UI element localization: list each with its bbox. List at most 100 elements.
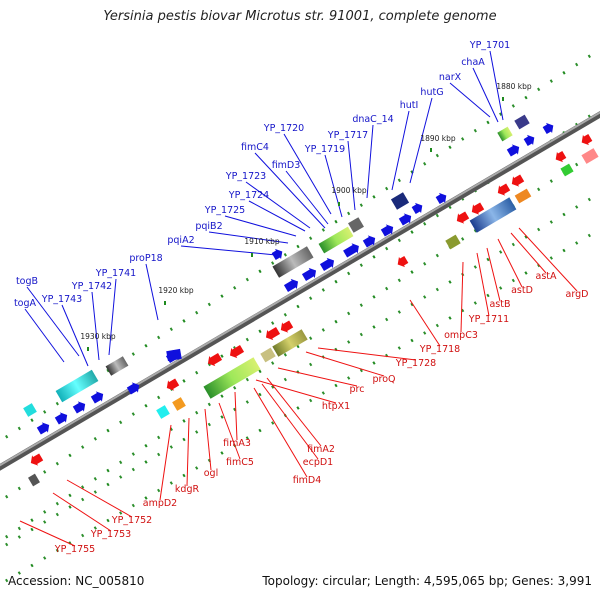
forward-gene-label: chaA bbox=[461, 57, 485, 68]
guide-dot bbox=[537, 227, 541, 232]
forward-leader bbox=[254, 152, 326, 229]
guide-dot bbox=[245, 377, 249, 382]
forward-leader bbox=[347, 140, 356, 211]
guide-dot bbox=[5, 494, 9, 499]
guide-dot bbox=[410, 230, 414, 234]
guide-dot bbox=[461, 237, 465, 241]
reverse-leader bbox=[518, 227, 578, 292]
reverse-gene-label: astD bbox=[511, 285, 533, 296]
guide-dot bbox=[549, 256, 553, 260]
guide-dot bbox=[195, 310, 199, 315]
guide-dot bbox=[499, 250, 503, 254]
reverse-leader bbox=[186, 417, 190, 487]
guide-dot bbox=[359, 303, 363, 307]
guide-dot bbox=[359, 368, 363, 373]
guide-dot bbox=[587, 197, 591, 202]
forward-gene-label: dnaC_14 bbox=[352, 114, 393, 125]
guide-dot bbox=[499, 286, 503, 290]
guide-dot bbox=[119, 511, 123, 515]
scale-ticks: 1880 kbp 1890 kbp 1900 kbp 1910 kbp 1920 kbp… bbox=[80, 82, 532, 351]
forward-leader bbox=[472, 67, 499, 123]
guide-dot bbox=[131, 352, 135, 356]
forward-gene-arrow bbox=[380, 224, 394, 237]
forward-leader bbox=[248, 200, 306, 232]
reverse-gene-label: YP_1718 bbox=[419, 344, 460, 355]
guide-dot bbox=[448, 316, 452, 320]
reverse-gene-label: astB bbox=[489, 299, 510, 310]
guide-dot bbox=[334, 383, 338, 388]
guide-dot bbox=[397, 278, 401, 283]
guide-dot bbox=[271, 261, 275, 265]
forward-gene-label: hutI bbox=[400, 100, 419, 111]
guide-dot bbox=[473, 301, 477, 305]
guide-dot bbox=[549, 220, 553, 224]
guide-dot bbox=[30, 418, 34, 422]
reverse-leader bbox=[497, 238, 523, 288]
reverse-gene-label: prc bbox=[350, 384, 365, 395]
reverse-gene-arrow bbox=[229, 345, 245, 359]
reverse-leader bbox=[19, 520, 76, 547]
forward-leader bbox=[61, 304, 89, 367]
forward-leader bbox=[108, 278, 117, 356]
guide-dot bbox=[486, 257, 490, 262]
feature-block-grey bbox=[348, 217, 364, 233]
guide-dot bbox=[562, 212, 566, 217]
guide-dot bbox=[182, 473, 186, 478]
guide-dot bbox=[283, 252, 287, 257]
feature-block-grey bbox=[105, 356, 129, 376]
forward-gene-label: proP18 bbox=[129, 253, 162, 264]
forward-leader bbox=[366, 124, 374, 199]
forward-leader bbox=[409, 97, 433, 184]
forward-gene-arrow bbox=[362, 235, 376, 248]
reverse-leader bbox=[204, 408, 212, 471]
guide-dot bbox=[93, 437, 97, 441]
guide-dot bbox=[461, 137, 465, 141]
guide-dot bbox=[207, 302, 211, 307]
feature-block-cyan bbox=[55, 369, 99, 403]
guide-dot bbox=[385, 186, 389, 191]
reverse-gene-label: ogl bbox=[204, 468, 218, 479]
guide-dot bbox=[131, 452, 135, 456]
guide-dot bbox=[334, 219, 338, 224]
reverse-gene-label: argD bbox=[566, 289, 589, 300]
guide-dot bbox=[283, 312, 287, 317]
guide-dot bbox=[435, 153, 439, 158]
guide-dot bbox=[321, 228, 325, 232]
tick-mark bbox=[87, 347, 89, 351]
guide-dot bbox=[385, 317, 389, 322]
forward-gene-arrow bbox=[435, 192, 447, 204]
guide-dot bbox=[131, 503, 135, 508]
guide-dot bbox=[423, 261, 427, 266]
guide-dot bbox=[435, 323, 439, 328]
feature-block-orange bbox=[172, 397, 186, 411]
guide-dot bbox=[157, 452, 161, 457]
feature-block-grey bbox=[28, 473, 40, 487]
reverse-gene-arrow bbox=[166, 378, 180, 391]
guide-dot bbox=[182, 437, 186, 442]
reverse-leader bbox=[266, 377, 322, 447]
guide-dot bbox=[511, 104, 515, 108]
guide-dot bbox=[296, 244, 300, 249]
feature-block-cyan bbox=[156, 405, 170, 419]
guide-dot bbox=[157, 335, 161, 340]
guide-dot bbox=[55, 401, 59, 406]
genome-summary: Topology: circular; Length: 4,595,065 bp… bbox=[262, 574, 592, 588]
guide-dot bbox=[55, 501, 59, 506]
tick-mark bbox=[338, 202, 340, 206]
guide-dot bbox=[524, 271, 528, 275]
reverse-gene-label: YP_1753 bbox=[90, 529, 131, 540]
guide-dot bbox=[220, 354, 224, 358]
tick-label: 1880 kbp bbox=[496, 82, 532, 91]
forward-gene-arrow bbox=[506, 144, 520, 157]
guide-dot bbox=[131, 467, 135, 472]
accession-text: Accession: NC_005810 bbox=[8, 574, 145, 588]
guide-dot bbox=[195, 430, 199, 434]
forward-gene-arrow bbox=[523, 134, 535, 146]
guide-dot bbox=[410, 302, 414, 307]
forward-leader bbox=[26, 286, 80, 357]
reverse-leader bbox=[159, 424, 172, 501]
forward-leader bbox=[324, 154, 343, 218]
guide-dot bbox=[309, 398, 313, 403]
forward-leader bbox=[449, 82, 491, 118]
